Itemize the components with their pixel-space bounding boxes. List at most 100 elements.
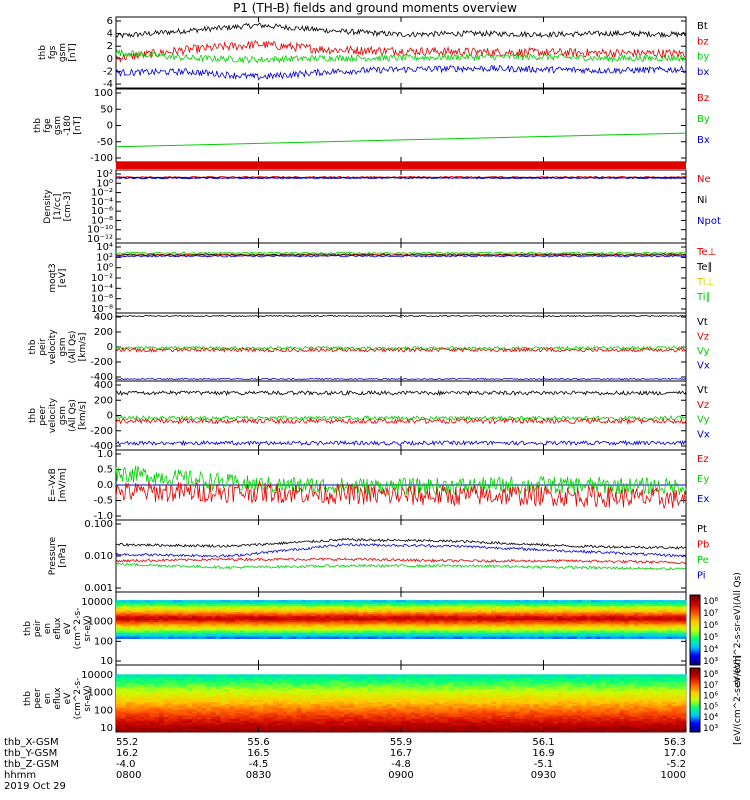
spectrogram-cell [405, 622, 411, 625]
spectrogram-cell [263, 707, 269, 710]
spectrogram-cell [215, 681, 221, 684]
spectrogram-cell [382, 694, 387, 697]
spectrogram-cell [605, 685, 611, 688]
spectrogram-cell [496, 674, 501, 677]
spectrogram-cell [643, 604, 649, 607]
spectrogram-cell [144, 610, 150, 613]
spectrogram-cell [581, 626, 587, 629]
spectrogram-cell [282, 685, 288, 688]
spectrogram-cell [258, 674, 264, 677]
spectrogram-cell [334, 622, 340, 625]
spectrogram-cell [572, 696, 577, 699]
spectrogram-cell [363, 624, 368, 627]
spectrogram-cell [296, 681, 302, 684]
spectrogram-cell [614, 683, 620, 686]
spectrogram-cell [562, 614, 568, 617]
spectrogram-cell [215, 692, 221, 696]
spectrogram-cell [629, 681, 634, 684]
spectrogram-cell [619, 681, 625, 684]
spectrogram-cell [648, 685, 653, 688]
spectrogram-cell [372, 676, 378, 679]
spectrogram-cell [382, 614, 387, 617]
spectrogram-cell [605, 692, 611, 696]
spectrogram-cell [429, 620, 435, 623]
spectrogram-cell [453, 614, 459, 617]
spectrogram-cell [610, 678, 615, 681]
spectrogram-cell [529, 632, 535, 635]
spectrogram-cell [614, 705, 620, 709]
spectrogram-cell [377, 624, 383, 627]
spectrogram-cell [415, 676, 421, 679]
spectrogram-cell [629, 676, 634, 679]
spectrogram-cell [496, 696, 501, 699]
spectrogram-cell [268, 705, 273, 709]
spectrogram-cell [291, 687, 297, 690]
spectrogram-cell [415, 698, 421, 701]
spectrogram-cell [410, 689, 416, 692]
spectrogram-cell [120, 692, 126, 696]
spectrogram-cell [491, 683, 497, 686]
spectrogram-cell [458, 687, 463, 690]
spectrogram-cell [429, 604, 435, 607]
spectrogram-cell [643, 681, 649, 684]
spectrogram-cell [182, 681, 188, 684]
spectrogram-cell [192, 700, 197, 703]
spectrogram-cell [557, 618, 563, 621]
spectrogram-cell [116, 687, 121, 690]
spectrogram-cell [624, 683, 630, 686]
spectrogram-cell [638, 626, 644, 629]
spectrogram-cell [310, 634, 316, 637]
spectrogram-cell [643, 700, 649, 703]
spectrogram-cell [581, 685, 587, 688]
spectrogram-cell [410, 704, 416, 707]
spectrogram-cell [177, 606, 183, 609]
spectrogram-cell [168, 691, 174, 694]
spectrogram-cell [177, 624, 183, 627]
spectrogram-cell [396, 709, 402, 712]
spectrogram-cell [353, 700, 359, 703]
spectrogram-cell [510, 676, 516, 679]
spectrogram-cell [424, 694, 430, 697]
spectrogram-cell [567, 692, 573, 696]
spectrogram-cell [477, 608, 482, 611]
spectrogram-cell [282, 696, 288, 699]
spectrogram-cell [652, 636, 658, 639]
spectrogram-cell [605, 632, 611, 635]
spectrogram-cell [557, 622, 563, 625]
spectrogram-cell [239, 696, 245, 699]
spectrogram-cell [586, 676, 592, 679]
spectrogram-cell [168, 692, 174, 696]
spectrogram-cell [182, 676, 188, 679]
spectrogram-cell [139, 711, 145, 714]
spectrogram-cell [439, 692, 444, 696]
spectrogram-cell [149, 622, 155, 625]
spectrogram-cell [534, 626, 539, 629]
spectrogram-cell [296, 614, 302, 617]
spectrogram-cell [420, 618, 425, 621]
spectrogram-cell [215, 709, 221, 712]
spectrogram-cell [648, 604, 653, 607]
spectrogram-cell [572, 602, 577, 605]
spectrogram-cell [182, 628, 188, 631]
spectrogram-cell [277, 676, 283, 679]
spectrogram-cell [595, 685, 601, 688]
spectrogram-cell [500, 700, 506, 703]
y-tick-label: 1000 [88, 617, 113, 628]
spectrogram-cell [396, 620, 402, 623]
spectrogram-cell [524, 618, 530, 621]
spectrogram-cell [277, 704, 283, 707]
spectrogram-cell [500, 600, 506, 603]
spectrogram-cell [472, 626, 478, 629]
spectrogram-cell [600, 681, 606, 684]
spectrogram-cell [657, 700, 663, 703]
spectrogram-cell [534, 681, 539, 684]
spectrogram-cell [486, 683, 492, 686]
spectrogram-cell [268, 604, 273, 607]
spectrogram-cell [291, 610, 297, 613]
spectrogram-cell [363, 687, 368, 690]
spectrogram-cell [662, 606, 668, 609]
spectrogram-cell [467, 628, 473, 631]
spectrogram-cell [515, 694, 520, 697]
spectrogram-cell [163, 685, 169, 688]
spectrogram-cell [415, 707, 421, 710]
